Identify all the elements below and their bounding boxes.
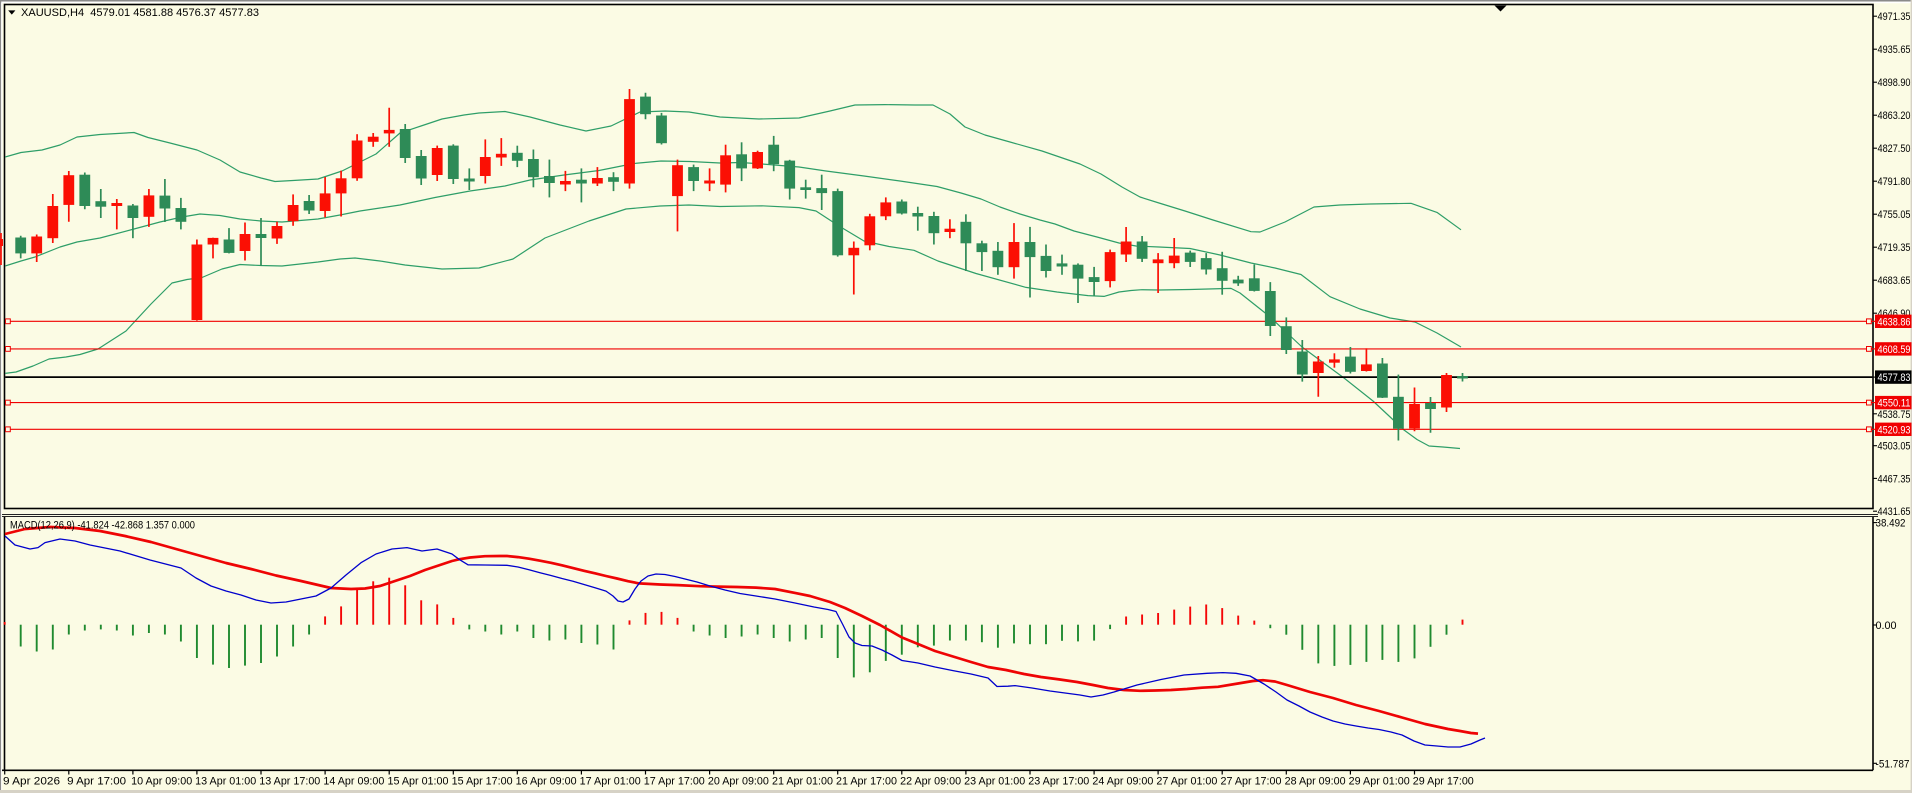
svg-text:38.492: 38.492 — [1876, 518, 1906, 530]
svg-text:4520.93: 4520.93 — [1878, 424, 1911, 436]
svg-text:0.00: 0.00 — [1876, 620, 1897, 632]
svg-text:22 Apr 09:00: 22 Apr 09:00 — [900, 776, 961, 788]
svg-text:10 Apr 09:00: 10 Apr 09:00 — [131, 776, 192, 788]
svg-text:21 Apr 01:00: 21 Apr 01:00 — [772, 776, 833, 788]
svg-text:XAUUSD,H4 4579.01 4581.88 457: XAUUSD,H4 4579.01 4581.88 4576.37 4577.8… — [21, 7, 259, 19]
svg-text:4550.11: 4550.11 — [1878, 398, 1911, 410]
svg-text:MACD(12,26,9) -41.824 -42.868: MACD(12,26,9) -41.824 -42.868 1.357 0.00… — [10, 520, 195, 532]
svg-text:-51.787: -51.787 — [1876, 758, 1910, 770]
svg-text:23 Apr 01:00: 23 Apr 01:00 — [964, 776, 1025, 788]
svg-text:27 Apr 01:00: 27 Apr 01:00 — [1156, 776, 1217, 788]
svg-text:21 Apr 17:00: 21 Apr 17:00 — [836, 776, 897, 788]
svg-text:9 Apr 17:00: 9 Apr 17:00 — [67, 776, 126, 788]
svg-text:4971.35: 4971.35 — [1878, 11, 1911, 23]
svg-text:20 Apr 09:00: 20 Apr 09:00 — [708, 776, 769, 788]
svg-text:4538.75: 4538.75 — [1878, 409, 1911, 421]
svg-text:4431.65: 4431.65 — [1878, 506, 1911, 518]
svg-text:15 Apr 17:00: 15 Apr 17:00 — [452, 776, 513, 788]
svg-text:28 Apr 09:00: 28 Apr 09:00 — [1285, 776, 1346, 788]
svg-text:27 Apr 17:00: 27 Apr 17:00 — [1221, 776, 1282, 788]
svg-text:9 Apr 2026: 9 Apr 2026 — [3, 776, 60, 788]
svg-text:4638.86: 4638.86 — [1878, 316, 1911, 328]
svg-text:13 Apr 17:00: 13 Apr 17:00 — [259, 776, 320, 788]
svg-text:13 Apr 01:00: 13 Apr 01:00 — [195, 776, 256, 788]
svg-text:4577.83: 4577.83 — [1878, 372, 1911, 384]
svg-text:4898.90: 4898.90 — [1878, 77, 1911, 89]
svg-text:4719.35: 4719.35 — [1878, 242, 1911, 254]
svg-text:29 Apr 17:00: 29 Apr 17:00 — [1413, 776, 1474, 788]
svg-text:4755.05: 4755.05 — [1878, 209, 1911, 221]
svg-text:14 Apr 09:00: 14 Apr 09:00 — [323, 776, 384, 788]
svg-text:4827.50: 4827.50 — [1878, 143, 1911, 155]
svg-text:4608.59: 4608.59 — [1878, 344, 1911, 356]
svg-text:15 Apr 01:00: 15 Apr 01:00 — [388, 776, 449, 788]
svg-text:4935.65: 4935.65 — [1878, 44, 1911, 56]
svg-text:17 Apr 01:00: 17 Apr 01:00 — [580, 776, 641, 788]
svg-text:24 Apr 09:00: 24 Apr 09:00 — [1092, 776, 1153, 788]
svg-text:23 Apr 17:00: 23 Apr 17:00 — [1028, 776, 1089, 788]
svg-text:4791.80: 4791.80 — [1878, 176, 1911, 188]
svg-text:17 Apr 17:00: 17 Apr 17:00 — [644, 776, 705, 788]
svg-text:29 Apr 01:00: 29 Apr 01:00 — [1349, 776, 1410, 788]
svg-text:4467.35: 4467.35 — [1878, 473, 1911, 485]
svg-text:16 Apr 09:00: 16 Apr 09:00 — [516, 776, 577, 788]
svg-text:4683.65: 4683.65 — [1878, 275, 1911, 287]
svg-text:4863.20: 4863.20 — [1878, 110, 1911, 122]
svg-text:4503.05: 4503.05 — [1878, 441, 1911, 453]
